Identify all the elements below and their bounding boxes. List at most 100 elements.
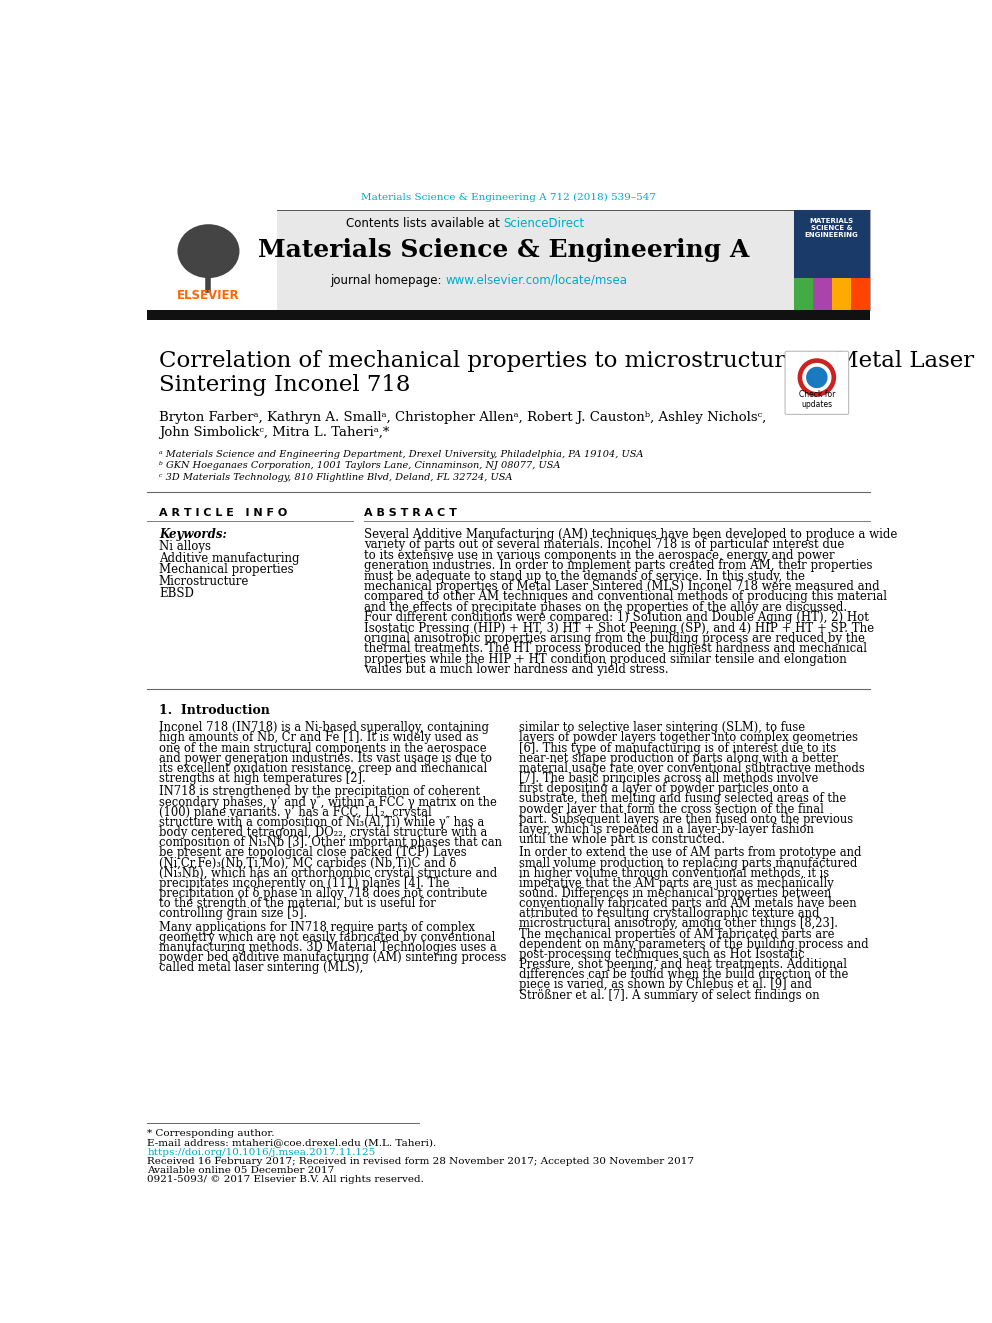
Text: A R T I C L E   I N F O: A R T I C L E I N F O: [159, 508, 287, 519]
FancyBboxPatch shape: [795, 209, 870, 278]
Text: differences can be found when the build direction of the: differences can be found when the build …: [519, 968, 848, 982]
Text: Received 16 February 2017; Received in revised form 28 November 2017; Accepted 3: Received 16 February 2017; Received in r…: [147, 1156, 694, 1166]
Text: material usage rate over conventional subtractive methods: material usage rate over conventional su…: [519, 762, 865, 775]
Text: be present are topological close packed (TCP) Laves: be present are topological close packed …: [159, 847, 466, 860]
Text: A B S T R A C T: A B S T R A C T: [364, 508, 457, 519]
Text: near-net shape production of parts along with a better: near-net shape production of parts along…: [519, 751, 838, 765]
FancyBboxPatch shape: [795, 209, 870, 310]
Text: ᵃ Materials Science and Engineering Department, Drexel University, Philadelphia,: ᵃ Materials Science and Engineering Depa…: [159, 450, 643, 459]
Text: journal homepage:: journal homepage:: [330, 274, 445, 287]
Text: (100) plane variants. γ’ has a FCC, L1₂, crystal: (100) plane variants. γ’ has a FCC, L1₂,…: [159, 806, 432, 819]
Text: piece is varied, as shown by Chlebus et al. [9] and: piece is varied, as shown by Chlebus et …: [519, 979, 812, 991]
Text: EBSD: EBSD: [159, 586, 193, 599]
Text: conventionally fabricated parts and AM metals have been: conventionally fabricated parts and AM m…: [519, 897, 857, 910]
Text: Pressure, shot peening, and heat treatments. Additional: Pressure, shot peening, and heat treatme…: [519, 958, 847, 971]
Text: E-mail address: mtaheri@coe.drexel.edu (M.L. Taheri).: E-mail address: mtaheri@coe.drexel.edu (…: [147, 1138, 436, 1147]
FancyBboxPatch shape: [851, 278, 870, 310]
Text: IN718 is strengthened by the precipitation of coherent: IN718 is strengthened by the precipitati…: [159, 786, 480, 798]
Text: Isostatic Pressing (HIP) + HT, 3) HT + Shot Peening (SP), and 4) HIP + HT + SP. : Isostatic Pressing (HIP) + HT, 3) HT + S…: [364, 622, 874, 635]
Text: Many applications for IN718 require parts of complex: Many applications for IN718 require part…: [159, 921, 475, 934]
Text: precipitation of δ phase in alloy 718 does not contribute: precipitation of δ phase in alloy 718 do…: [159, 886, 487, 900]
Text: Correlation of mechanical properties to microstructure in Metal Laser: Correlation of mechanical properties to …: [159, 349, 974, 372]
FancyBboxPatch shape: [785, 352, 848, 414]
Text: geometry which are not easily fabricated by conventional: geometry which are not easily fabricated…: [159, 930, 495, 943]
Text: Mechanical properties: Mechanical properties: [159, 564, 294, 577]
Text: Contents lists available at: Contents lists available at: [346, 217, 504, 230]
Text: Ni alloys: Ni alloys: [159, 540, 211, 553]
Text: Check for
updates: Check for updates: [799, 390, 835, 410]
Text: called metal laser sintering (MLS),: called metal laser sintering (MLS),: [159, 962, 363, 974]
Text: body centered tetragonal, DO₂₂, crystal structure with a: body centered tetragonal, DO₂₂, crystal …: [159, 826, 487, 839]
Text: ELSEVIER: ELSEVIER: [178, 290, 240, 303]
FancyBboxPatch shape: [147, 209, 278, 310]
Text: Microstructure: Microstructure: [159, 576, 249, 587]
Text: until the whole part is constructed.: until the whole part is constructed.: [519, 833, 725, 847]
Text: to the strength of the material, but is useful for: to the strength of the material, but is …: [159, 897, 435, 910]
Text: generation industries. In order to implement parts created from AM, their proper: generation industries. In order to imple…: [364, 560, 873, 573]
Text: first depositing a layer of powder particles onto a: first depositing a layer of powder parti…: [519, 782, 809, 795]
Ellipse shape: [178, 224, 239, 278]
Text: sound. Differences in mechanical properties between: sound. Differences in mechanical propert…: [519, 886, 831, 900]
Text: imperative that the AM parts are just as mechanically: imperative that the AM parts are just as…: [519, 877, 834, 890]
Text: secondary phases, γ’ and γ″, within a FCC γ matrix on the: secondary phases, γ’ and γ″, within a FC…: [159, 795, 497, 808]
Text: powder layer that form the cross section of the final: powder layer that form the cross section…: [519, 803, 824, 815]
Text: Materials Science & Engineering A: Materials Science & Engineering A: [258, 238, 749, 262]
Text: compared to other AM techniques and conventional methods of producing this mater: compared to other AM techniques and conv…: [364, 590, 887, 603]
Text: layers of powder layers together into complex geometries: layers of powder layers together into co…: [519, 732, 858, 745]
Text: Additive manufacturing: Additive manufacturing: [159, 552, 300, 565]
Text: small volume production to replacing parts manufactured: small volume production to replacing par…: [519, 856, 858, 869]
Text: Strößner et al. [7]. A summary of select findings on: Strößner et al. [7]. A summary of select…: [519, 988, 819, 1002]
Text: part. Subsequent layers are then fused onto the previous: part. Subsequent layers are then fused o…: [519, 812, 853, 826]
Text: layer, which is repeated in a layer-by-layer fashion: layer, which is repeated in a layer-by-l…: [519, 823, 814, 836]
FancyBboxPatch shape: [147, 310, 870, 320]
Text: in higher volume through conventional methods, it is: in higher volume through conventional me…: [519, 867, 829, 880]
Text: 1.  Introduction: 1. Introduction: [159, 704, 270, 717]
Text: high amounts of Nb, Cr and Fe [1]. It is widely used as: high amounts of Nb, Cr and Fe [1]. It is…: [159, 732, 478, 745]
Text: dependent on many parameters of the building process and: dependent on many parameters of the buil…: [519, 938, 869, 951]
Text: post-processing techniques such as Hot Isostatic: post-processing techniques such as Hot I…: [519, 949, 805, 960]
Text: precipitates incoherently on (111) planes [4]. The: precipitates incoherently on (111) plane…: [159, 877, 449, 890]
Text: (Ni,Cr,Fe)₃(Nb,Ti,Mo), MC carbides (Nb,Ti)C and δ: (Ni,Cr,Fe)₃(Nb,Ti,Mo), MC carbides (Nb,T…: [159, 856, 456, 869]
Text: and power generation industries. Its vast usage is due to: and power generation industries. Its vas…: [159, 751, 492, 765]
Text: structure with a composition of Ni₃(Al,Ti) while γ″ has a: structure with a composition of Ni₃(Al,T…: [159, 816, 484, 828]
Text: John Simbolickᶜ, Mitra L. Taheriᵃ,*: John Simbolickᶜ, Mitra L. Taheriᵃ,*: [159, 426, 389, 439]
Text: Keywords:: Keywords:: [159, 528, 227, 541]
Text: and the effects of precipitate phases on the properties of the alloy are discuss: and the effects of precipitate phases on…: [364, 601, 847, 614]
Text: Materials Science & Engineering A 712 (2018) 539–547: Materials Science & Engineering A 712 (2…: [361, 193, 656, 202]
Text: values but a much lower hardness and yield stress.: values but a much lower hardness and yie…: [364, 663, 669, 676]
Text: controlling grain size [5].: controlling grain size [5].: [159, 908, 308, 921]
Text: to its extensive use in various components in the aerospace, energy and power: to its extensive use in various componen…: [364, 549, 835, 562]
FancyBboxPatch shape: [813, 278, 832, 310]
Text: Available online 05 December 2017: Available online 05 December 2017: [147, 1166, 334, 1175]
Text: its excellent oxidation resistance, creep and mechanical: its excellent oxidation resistance, cree…: [159, 762, 487, 775]
Text: Inconel 718 (IN718) is a Ni-based superalloy, containing: Inconel 718 (IN718) is a Ni-based supera…: [159, 721, 489, 734]
Circle shape: [799, 359, 835, 396]
Text: https://doi.org/10.1016/j.msea.2017.11.125: https://doi.org/10.1016/j.msea.2017.11.1…: [147, 1147, 376, 1156]
Text: (Ni₃Nb), which has an orthorhombic crystal structure and: (Ni₃Nb), which has an orthorhombic cryst…: [159, 867, 497, 880]
Text: microstructural anisotropy, among other things [8,23].: microstructural anisotropy, among other …: [519, 917, 838, 930]
Text: Several Additive Manufacturing (AM) techniques have been developed to produce a : Several Additive Manufacturing (AM) tech…: [364, 528, 898, 541]
Text: substrate, then melting and fusing selected areas of the: substrate, then melting and fusing selec…: [519, 792, 846, 806]
Text: similar to selective laser sintering (SLM), to fuse: similar to selective laser sintering (SL…: [519, 721, 806, 734]
Text: Sintering Inconel 718: Sintering Inconel 718: [159, 374, 411, 396]
Text: Four different conditions were compared: 1) Solution and Double Aging (HT), 2) H: Four different conditions were compared:…: [364, 611, 869, 624]
Circle shape: [806, 368, 827, 388]
Text: thermal treatments. The HT process produced the highest hardness and mechanical: thermal treatments. The HT process produ…: [364, 643, 867, 655]
Text: strengths at high temperatures [2].: strengths at high temperatures [2].: [159, 773, 366, 785]
FancyBboxPatch shape: [832, 278, 851, 310]
Text: www.elsevier.com/locate/msea: www.elsevier.com/locate/msea: [445, 274, 628, 287]
Text: ᵇ GKN Hoeganaes Corporation, 1001 Taylors Lane, Cinnaminson, NJ 08077, USA: ᵇ GKN Hoeganaes Corporation, 1001 Taylor…: [159, 462, 560, 471]
Text: mechanical properties of Metal Laser Sintered (MLS) Inconel 718 were measured an: mechanical properties of Metal Laser Sin…: [364, 579, 880, 593]
Text: [7]. The basic principles across all methods involve: [7]. The basic principles across all met…: [519, 773, 818, 785]
Text: attributed to resulting crystallographic texture and: attributed to resulting crystallographic…: [519, 908, 819, 921]
Text: In order to extend the use of AM parts from prototype and: In order to extend the use of AM parts f…: [519, 847, 862, 860]
Text: variety of parts out of several materials. Inconel 718 is of particular interest: variety of parts out of several material…: [364, 538, 844, 552]
Text: ᶜ 3D Materials Technology, 810 Flightline Blvd, Deland, FL 32724, USA: ᶜ 3D Materials Technology, 810 Flightlin…: [159, 474, 512, 482]
Text: one of the main structural components in the aerospace: one of the main structural components in…: [159, 742, 486, 754]
Text: powder bed additive manufacturing (AM) sintering process: powder bed additive manufacturing (AM) s…: [159, 951, 506, 964]
Text: manufacturing methods. 3D Material Technologies uses a: manufacturing methods. 3D Material Techn…: [159, 941, 497, 954]
Text: composition of Ni₃Nb [3]. Other important phases that can: composition of Ni₃Nb [3]. Other importan…: [159, 836, 502, 849]
Text: MATERIALS
SCIENCE &
ENGINEERING: MATERIALS SCIENCE & ENGINEERING: [805, 218, 858, 238]
FancyBboxPatch shape: [147, 209, 795, 310]
Text: [6]. This type of manufacturing is of interest due to its: [6]. This type of manufacturing is of in…: [519, 742, 836, 754]
